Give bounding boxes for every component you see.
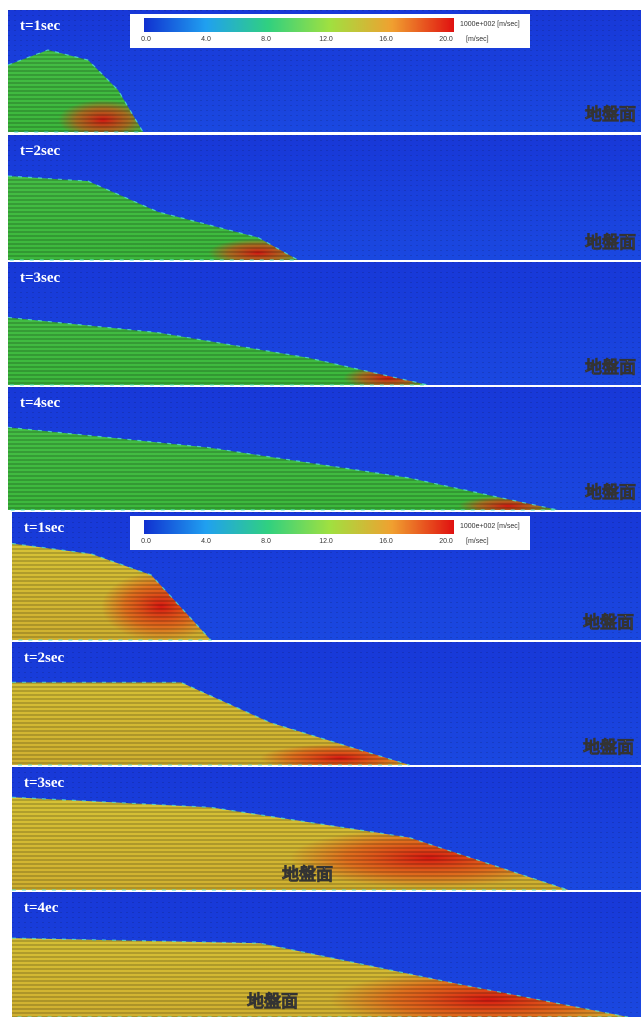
- time-label: t=1sec: [24, 520, 65, 536]
- panel: t=2sec 地盤面: [12, 642, 641, 772]
- ground-label: 地盤面: [583, 737, 634, 758]
- panel-group: t=1sec 地盤面 t=2sec 地盤面 t=3sec 地盤面 t=4ec 地盤面 0.0 4.…: [12, 512, 641, 1017]
- panel: t=2sec 地盤面: [8, 135, 641, 267]
- colorbar-unit: [m/sec]: [466, 538, 489, 545]
- panel: t=4sec 地盤面: [8, 387, 641, 516]
- colorbar: 0.0 4.0 8.0 12.0 16.0 20.0 1000e+002 [m/sec] [m…: [130, 516, 530, 550]
- panel: t=3sec 地盤面: [8, 262, 641, 390]
- colorbar-unit: 1000e+002 [m/sec]: [460, 523, 520, 530]
- time-label: t=4sec: [20, 395, 61, 411]
- time-label: t=4ec: [24, 900, 59, 916]
- colorbar-gradient: [144, 18, 454, 32]
- colorbar-tick-label: 8.0: [261, 538, 271, 545]
- figure: t=1sec 地盤面 t=2sec 地盤面 t=3sec 地盤面 t=4sec 地盤面 0.0 4…: [0, 0, 641, 1017]
- colorbar-tick-label: 0.0: [141, 538, 151, 545]
- ground-label: 地盤面: [585, 104, 636, 125]
- colorbar-unit: [m/sec]: [466, 36, 489, 43]
- colorbar-unit: 1000e+002 [m/sec]: [460, 21, 520, 28]
- colorbar-tick-label: 20.0: [439, 538, 453, 545]
- time-label: t=2sec: [24, 650, 65, 666]
- colorbar: 0.0 4.0 8.0 12.0 16.0 20.0 1000e+002 [m/sec] [m…: [130, 14, 530, 48]
- panel: t=4ec 地盤面: [12, 892, 641, 1017]
- time-label: t=2sec: [20, 143, 61, 159]
- colorbar-tick-label: 4.0: [201, 538, 211, 545]
- panel-group: t=1sec 地盤面 t=2sec 地盤面 t=3sec 地盤面 t=4sec 地盤面 0.0 4…: [8, 10, 641, 516]
- colorbar-tick-label: 4.0: [201, 36, 211, 43]
- time-label: t=3sec: [24, 775, 65, 791]
- time-label: t=1sec: [20, 18, 61, 34]
- panel: t=3sec 地盤面: [12, 767, 641, 890]
- ground-label: 地盤面: [247, 991, 298, 1012]
- colorbar-tick-label: 16.0: [379, 538, 393, 545]
- ground-label: 地盤面: [282, 864, 333, 885]
- colorbar-tick-label: 0.0: [141, 36, 151, 43]
- ground-label: 地盤面: [585, 482, 636, 503]
- colorbar-tick-label: 12.0: [319, 36, 333, 43]
- colorbar-tick-label: 16.0: [379, 36, 393, 43]
- colorbar-tick-label: 20.0: [439, 36, 453, 43]
- time-label: t=3sec: [20, 270, 61, 286]
- colorbar-gradient: [144, 520, 454, 534]
- ground-label: 地盤面: [583, 612, 634, 633]
- ground-label: 地盤面: [585, 357, 636, 378]
- ground-label: 地盤面: [585, 232, 636, 253]
- colorbar-tick-label: 12.0: [319, 538, 333, 545]
- colorbar-tick-label: 8.0: [261, 36, 271, 43]
